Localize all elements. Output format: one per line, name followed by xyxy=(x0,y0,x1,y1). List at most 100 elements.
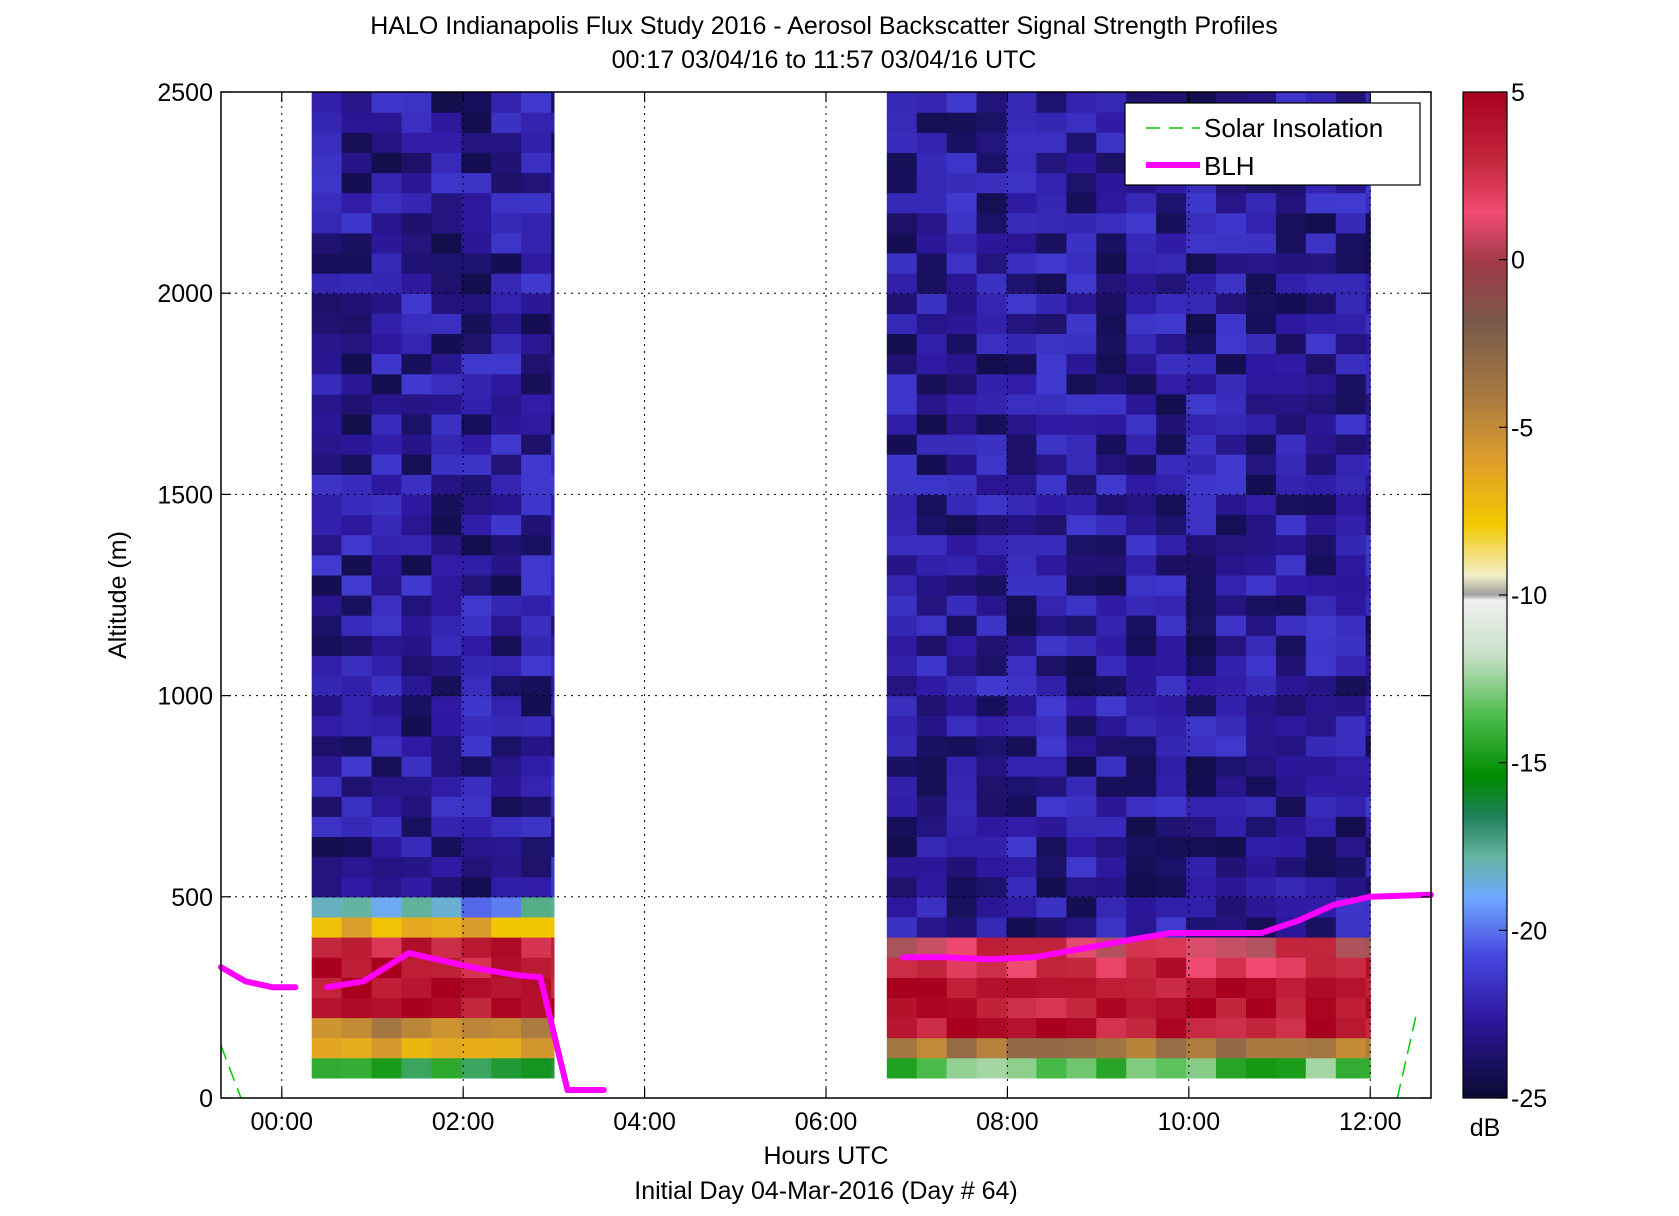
heatmap-cell xyxy=(1156,1017,1187,1039)
heatmap-cell xyxy=(491,856,522,878)
heatmap-cell xyxy=(946,273,978,294)
heatmap-cell xyxy=(1036,152,1067,174)
heatmap-cell xyxy=(1126,957,1157,978)
heatmap-cell xyxy=(1216,615,1247,636)
heatmap-cell xyxy=(946,997,978,1019)
heatmap-cell xyxy=(1246,896,1277,918)
heatmap-cell xyxy=(1365,957,1371,978)
heatmap-cell xyxy=(401,132,432,153)
heatmap-cell xyxy=(1216,554,1247,576)
heatmap-cell xyxy=(401,293,432,314)
heatmap-cell xyxy=(1305,916,1337,938)
heatmap-cell xyxy=(946,132,978,153)
heatmap-cell xyxy=(1006,937,1037,958)
heatmap-cell xyxy=(1096,1037,1127,1059)
colorbar-tick-label: -20 xyxy=(1511,917,1547,945)
heatmap-cell xyxy=(341,92,373,113)
heatmap-cell xyxy=(1066,957,1097,978)
heatmap-cell xyxy=(1246,253,1277,274)
heatmap-cell xyxy=(461,615,492,636)
heatmap-cell xyxy=(1156,574,1187,596)
heatmap-cell xyxy=(401,635,432,656)
heatmap-cell xyxy=(1216,595,1247,616)
heatmap-cell xyxy=(551,92,555,113)
heatmap-cell xyxy=(491,816,522,837)
heatmap-cell xyxy=(1066,112,1097,133)
heatmap-cell xyxy=(341,554,373,576)
heatmap-cell xyxy=(1246,977,1277,998)
heatmap-cell xyxy=(491,112,522,133)
heatmap-cell xyxy=(461,776,492,797)
heatmap-cell xyxy=(1126,756,1157,777)
heatmap-cell xyxy=(1006,313,1037,334)
heatmap-cell xyxy=(401,413,432,435)
heatmap-cell xyxy=(916,273,948,294)
heatmap-cell xyxy=(1365,595,1371,616)
heatmap-cell xyxy=(461,856,492,878)
heatmap-cell xyxy=(401,997,432,1019)
legend: Solar Insolation BLH xyxy=(1124,102,1421,186)
heatmap-cell xyxy=(1365,776,1371,797)
x-tick-label: 04:00 xyxy=(613,1108,676,1136)
heatmap-cell xyxy=(311,353,343,375)
heatmap-cell xyxy=(1036,1037,1067,1059)
heatmap-cell xyxy=(341,876,373,898)
heatmap-cell xyxy=(946,554,978,576)
heatmap-cell xyxy=(1246,756,1277,777)
heatmap-cell xyxy=(1006,977,1037,998)
heatmap-cell xyxy=(1036,997,1067,1019)
heatmap-cell xyxy=(916,957,948,978)
heatmap-cell xyxy=(1305,494,1337,516)
heatmap-cell xyxy=(461,715,492,737)
heatmap-cell xyxy=(1186,293,1217,314)
x-tick-label: 08:00 xyxy=(976,1108,1039,1136)
heatmap-cell xyxy=(946,776,978,797)
heatmap-cell xyxy=(916,1057,948,1079)
heatmap-cell xyxy=(1335,856,1367,878)
heatmap-cell xyxy=(371,293,403,314)
heatmap-cell xyxy=(341,695,373,717)
heatmap-cell xyxy=(1006,796,1037,817)
heatmap-cell xyxy=(946,836,978,858)
heatmap-cell xyxy=(1096,192,1127,214)
heatmap-cell xyxy=(1036,1057,1067,1079)
heatmap-cell xyxy=(1335,534,1367,556)
heatmap-cell xyxy=(1186,977,1217,998)
heatmap-cell xyxy=(886,333,918,355)
heatmap-cell xyxy=(916,474,948,495)
heatmap-cell xyxy=(491,373,522,395)
heatmap-cell xyxy=(1335,836,1367,858)
heatmap-cell xyxy=(1335,796,1367,817)
heatmap-cell xyxy=(1365,655,1371,677)
heatmap-cell xyxy=(1006,494,1037,516)
heatmap-cell xyxy=(1216,192,1247,214)
heatmap-cell xyxy=(1156,977,1187,998)
heatmap-cell xyxy=(1335,333,1367,355)
heatmap-cell xyxy=(916,534,948,556)
heatmap-cell xyxy=(551,1057,555,1079)
heatmap-cell xyxy=(1126,574,1157,596)
heatmap-cell xyxy=(341,514,373,536)
heatmap-cell xyxy=(1186,514,1217,536)
heatmap-cell xyxy=(976,434,1008,455)
heatmap-cell xyxy=(521,454,552,475)
heatmap-cell xyxy=(431,695,462,717)
heatmap-cell xyxy=(1365,715,1371,737)
x-tick-label: 02:00 xyxy=(432,1108,495,1136)
heatmap-cell xyxy=(1036,615,1067,636)
heatmap-cell xyxy=(551,896,555,918)
heatmap-cell xyxy=(886,836,918,858)
heatmap-cell xyxy=(1006,112,1037,133)
heatmap-cell xyxy=(1275,715,1307,737)
heatmap-cell xyxy=(431,977,462,998)
heatmap-cell xyxy=(1246,836,1277,858)
heatmap-cell xyxy=(1066,434,1097,455)
heatmap-cell xyxy=(461,212,492,234)
heatmap-cell xyxy=(551,977,555,998)
heatmap-cell xyxy=(886,856,918,878)
heatmap-cell xyxy=(1066,373,1097,395)
heatmap-cell xyxy=(551,172,555,194)
heatmap-cell xyxy=(1036,474,1067,495)
heatmap-cell xyxy=(461,655,492,677)
heatmap-cell xyxy=(401,353,432,375)
